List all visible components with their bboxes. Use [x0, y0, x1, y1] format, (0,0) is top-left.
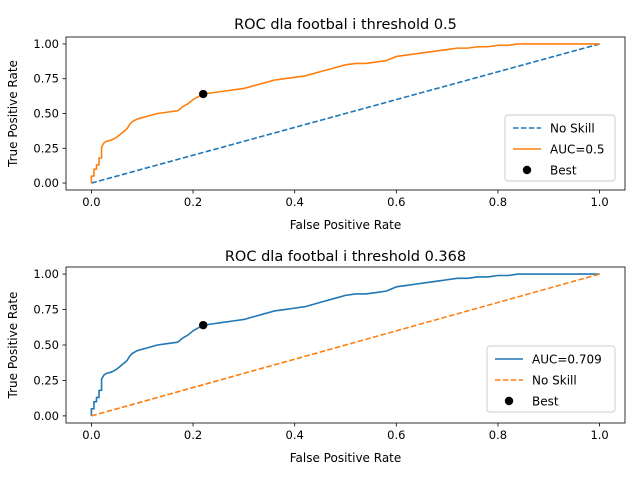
- plot-area: 0.0 0.2 0.4 0.6 0.8 1.0 0.00 0.25 0.50 0.75 1.00: [33, 266, 626, 442]
- y-tick-label: 1.00: [33, 37, 59, 51]
- roc-curve-line: [90, 273, 600, 416]
- legend-marker-swatch: [522, 165, 532, 175]
- y-tick-label: 1.00: [33, 267, 59, 281]
- best-point-marker: [199, 320, 208, 330]
- chart-title: ROC dla footbal i threshold 0.368: [225, 249, 466, 265]
- y-tick-label: 0.75: [33, 72, 59, 86]
- best-point-marker: [199, 89, 208, 99]
- x-tick-label: 1.0: [590, 195, 608, 209]
- y-axis-label: True Positive Rate: [6, 292, 20, 400]
- legend-label: Best: [550, 164, 577, 178]
- x-tick-label: 0.2: [184, 195, 202, 209]
- legend-label: No Skill: [550, 122, 595, 136]
- x-axis-label: False Positive Rate: [290, 451, 402, 465]
- x-tick-label: 0.8: [489, 428, 507, 442]
- x-axis-label: False Positive Rate: [290, 218, 402, 232]
- x-tick-label: 0.2: [184, 428, 202, 442]
- no-skill-line: [91, 273, 600, 417]
- x-tick-label: 1.0: [590, 428, 608, 442]
- x-tick-label: 0.0: [82, 195, 100, 209]
- chart-title: ROC dla footbal i threshold 0.5: [234, 17, 457, 33]
- legend-label: Best: [532, 395, 559, 409]
- y-tick-label: 0.25: [33, 373, 59, 387]
- legend-label: AUC=0.5: [550, 143, 605, 157]
- x-tick-label: 0.6: [387, 195, 405, 209]
- no-skill-line: [91, 43, 600, 184]
- legend: AUC=0.709 No Skill Best: [486, 345, 616, 413]
- y-axis-label: True Positive Rate: [6, 60, 20, 168]
- x-tick-label: 0.6: [387, 428, 405, 442]
- x-tick-label: 0.4: [286, 195, 304, 209]
- x-tick-label: 0.8: [489, 195, 507, 209]
- legend-label: No Skill: [532, 374, 577, 388]
- roc-curve-line: [90, 43, 600, 184]
- legend-box: [504, 114, 616, 182]
- y-tick-label: 0.75: [33, 303, 59, 317]
- roc-chart-bottom: ROC dla footbal i threshold 0.368 False …: [6, 249, 626, 465]
- legend-label: AUC=0.709: [532, 353, 602, 367]
- roc-chart-top: ROC dla footbal i threshold 0.5 False Po…: [6, 17, 626, 232]
- y-tick-label: 0.50: [33, 338, 59, 352]
- y-tick-label: 0.00: [33, 176, 59, 190]
- y-tick-label: 0.50: [33, 107, 59, 121]
- legend: No Skill AUC=0.5 Best: [504, 114, 616, 182]
- legend-box: [486, 345, 616, 413]
- plot-area: 0.0 0.2 0.4 0.6 0.8 1.0 0.00 0.25 0.50 0.75 1.00: [33, 36, 626, 209]
- x-tick-label: 0.0: [82, 428, 100, 442]
- legend-marker-swatch: [504, 396, 514, 406]
- y-tick-label: 0.25: [33, 141, 59, 155]
- x-tick-label: 0.4: [286, 428, 304, 442]
- y-tick-label: 0.00: [33, 409, 59, 423]
